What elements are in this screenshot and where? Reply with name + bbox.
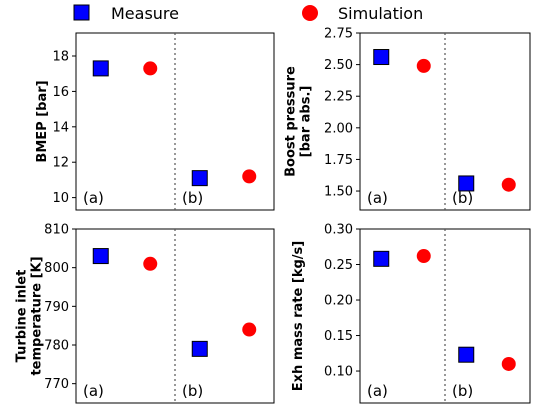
simulation-point: [143, 256, 158, 271]
legend-simulation-label: Simulation: [338, 4, 423, 23]
y-tick-label: 2.00: [324, 121, 353, 136]
y-tick-label: 2.50: [324, 58, 353, 73]
measure-point: [92, 248, 109, 265]
chart-panel-4: 0.10 0.15 0.20 0.25 0.30 Exh mass rate [kg/s]…: [291, 223, 531, 404]
measure-point: [373, 250, 390, 267]
y-axis-label: Boost pressure: [284, 66, 299, 177]
chart-panel-3: 770 780 790 800 810 Turbine inlet temperature …: [15, 223, 275, 404]
y-tick-label: 0.20: [324, 294, 353, 309]
section-label: (a): [367, 382, 388, 400]
simulation-point: [242, 169, 257, 184]
legend: Measure Simulation: [73, 4, 423, 23]
measure-point: [373, 49, 390, 66]
measure-point: [191, 170, 208, 187]
simulation-point: [501, 356, 516, 371]
y-tick-label: 2.25: [324, 90, 353, 105]
y-axis-label: Turbine inlet: [15, 270, 30, 363]
y-tick-label: 0.25: [324, 258, 353, 273]
y-axis-label: [bar abs.]: [299, 86, 314, 158]
simulation-point: [416, 58, 431, 73]
y-tick-label: 790: [44, 300, 69, 315]
y-tick-label: 770: [44, 377, 69, 392]
section-label: (a): [83, 189, 104, 207]
y-tick-label: 14: [52, 120, 69, 135]
y-tick-label: 12: [52, 156, 69, 171]
y-axis-label: Exh mass rate [kg/s]: [291, 241, 306, 391]
legend-measure-marker: [73, 4, 90, 21]
y-tick-label: 1.50: [324, 185, 353, 200]
section-label: (b): [452, 189, 473, 207]
y-tick-label: 18: [52, 50, 69, 65]
simulation-point: [242, 322, 257, 337]
section-label: (b): [452, 382, 473, 400]
chart-panel-2: 1.50 1.75 2.00 2.25 2.50 2.75 Boost pressure [b…: [284, 27, 531, 211]
y-tick-label: 0.15: [324, 329, 353, 344]
measure-point: [458, 346, 475, 363]
simulation-point: [416, 248, 431, 263]
y-tick-label: 0.30: [324, 223, 353, 238]
y-tick-label: 1.75: [324, 153, 353, 168]
legend-simulation-marker: [302, 5, 318, 21]
y-tick-label: 800: [44, 261, 69, 276]
legend-measure-label: Measure: [111, 4, 179, 23]
measure-point: [92, 60, 109, 77]
section-label: (b): [182, 189, 203, 207]
section-label: (a): [367, 189, 388, 207]
y-tick-label: 780: [44, 339, 69, 354]
y-axis-label: temperature [K]: [30, 256, 45, 375]
measure-point: [458, 175, 475, 192]
y-tick-label: 10: [52, 191, 69, 206]
simulation-point: [143, 61, 158, 76]
measure-point: [191, 340, 208, 357]
section-label: (b): [182, 382, 203, 400]
y-tick-label: 16: [52, 85, 69, 100]
y-tick-label: 2.75: [324, 27, 353, 42]
section-label: (a): [83, 382, 104, 400]
y-tick-label: 810: [44, 223, 69, 238]
y-tick-label: 0.10: [324, 365, 353, 380]
y-axis-label: BMEP [bar]: [35, 80, 50, 162]
simulation-point: [501, 177, 516, 192]
